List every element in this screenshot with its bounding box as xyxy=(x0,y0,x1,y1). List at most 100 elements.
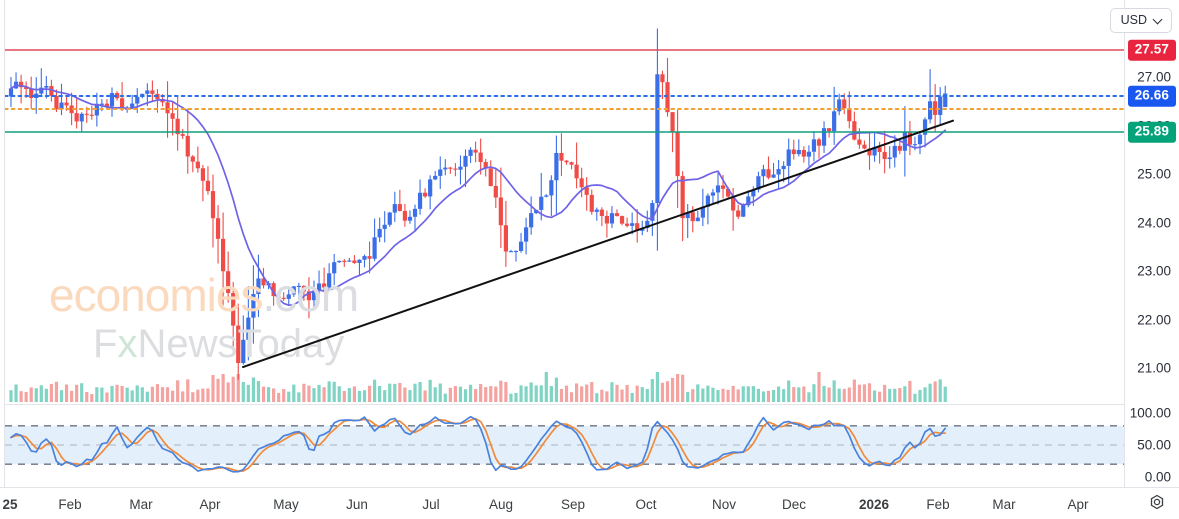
candle-body xyxy=(902,132,907,151)
candle-body xyxy=(746,196,751,206)
volume-bar xyxy=(847,387,851,402)
volume-bar xyxy=(70,390,74,402)
candle-body xyxy=(635,223,640,231)
moving-average-line xyxy=(10,84,947,307)
candle-body xyxy=(892,145,897,158)
volume-bar xyxy=(105,392,109,402)
candle-body xyxy=(49,85,54,96)
candle-body xyxy=(367,256,372,259)
candle-body xyxy=(544,195,549,197)
volume-bar xyxy=(453,386,457,402)
candle-body xyxy=(887,157,892,160)
volume-bar xyxy=(373,379,377,402)
candle-body xyxy=(377,228,382,238)
volume-bar xyxy=(292,384,296,402)
volume-bar xyxy=(771,390,776,402)
candle-body xyxy=(806,151,811,157)
volume-bar xyxy=(347,387,351,402)
candle-body xyxy=(579,178,584,188)
currency-selector[interactable]: USD xyxy=(1109,8,1172,33)
price-axis[interactable]: 27.0026.0025.0024.0023.0022.0021.00100.0… xyxy=(1125,0,1179,487)
candle-body xyxy=(200,168,205,181)
volume-bar xyxy=(9,390,13,402)
candle-body xyxy=(433,175,438,180)
volume-bar xyxy=(529,382,533,402)
time-tick-label: Mar xyxy=(129,497,153,512)
candle-body xyxy=(821,128,827,146)
volume-bar xyxy=(711,387,715,402)
volume-bar xyxy=(807,392,811,402)
volume-bar xyxy=(792,387,796,402)
candle-body xyxy=(387,212,392,225)
candle-body xyxy=(897,145,902,151)
candle-body xyxy=(811,139,817,152)
candle-body xyxy=(842,99,847,109)
volume-bar xyxy=(640,387,644,402)
volume-bar xyxy=(191,392,195,402)
volume-bar xyxy=(246,384,250,402)
chart-plot-area[interactable]: economies.com FxNewsToday xyxy=(4,0,1126,487)
volume-bar xyxy=(787,380,791,402)
volume-bar xyxy=(756,388,760,402)
volume-bar xyxy=(635,385,639,402)
candle-body xyxy=(700,206,705,218)
volume-bar xyxy=(171,390,175,402)
volume-bar xyxy=(484,387,488,402)
volume-bar xyxy=(357,390,362,402)
volume-bar xyxy=(468,384,473,402)
candle-body xyxy=(791,149,796,155)
volume-bar xyxy=(236,374,240,402)
candle-body xyxy=(518,241,524,251)
volume-bar xyxy=(277,392,281,402)
gear-icon[interactable] xyxy=(1147,493,1167,513)
volume-bar xyxy=(514,392,518,402)
candle-body xyxy=(650,203,655,221)
candle-body xyxy=(423,192,428,197)
candle-body xyxy=(251,294,256,318)
volume-bar xyxy=(216,378,220,402)
candle-body xyxy=(604,215,609,224)
time-tick-label: Nov xyxy=(711,497,737,512)
volume-bar xyxy=(782,389,786,402)
price-badge-pivot-upper[interactable]: 26.66 xyxy=(1127,85,1176,107)
price-badge-resistance[interactable]: 27.57 xyxy=(1127,39,1176,61)
time-tick-label: 2026 xyxy=(858,497,890,512)
volume-bar xyxy=(181,391,185,402)
volume-bar xyxy=(196,389,200,402)
candle-body xyxy=(675,131,680,177)
volume-bar xyxy=(206,388,210,402)
time-tick-label: Jul xyxy=(422,497,440,512)
candle-body xyxy=(69,105,74,114)
volume-bar xyxy=(696,384,700,402)
volume-bar xyxy=(297,392,301,402)
volume-bar xyxy=(332,381,336,402)
time-axis[interactable]: 25 Feb Mar Apr May Jun Jul Aug Sep Oct Nov Dec 2026 F… xyxy=(0,487,1179,519)
volume-bar xyxy=(645,388,649,402)
volume-bar xyxy=(337,386,341,402)
volume-bar xyxy=(620,389,624,402)
candle-body xyxy=(296,285,301,287)
candle-body xyxy=(261,278,266,286)
volume-bar xyxy=(443,393,447,402)
volume-bar xyxy=(150,386,154,402)
volume-bar xyxy=(832,380,836,402)
volume-bar xyxy=(19,391,23,402)
candle-body xyxy=(630,223,635,226)
candle-body xyxy=(221,238,226,272)
candle-body xyxy=(488,168,493,186)
volume-bar xyxy=(872,390,877,402)
candle-body xyxy=(660,74,665,83)
chart-ink-layer xyxy=(5,49,1126,405)
volume-bar xyxy=(903,386,907,402)
candle-body xyxy=(776,169,781,175)
volume-bar xyxy=(85,391,89,402)
volume-bar xyxy=(160,387,165,402)
time-tick-label: 25 xyxy=(2,497,18,512)
price-badge-support[interactable]: 25.89 xyxy=(1127,121,1176,143)
candle-body xyxy=(852,121,857,140)
volume-bar xyxy=(736,389,740,402)
candle-body xyxy=(796,150,801,155)
candle-body xyxy=(327,273,332,288)
volume-bar xyxy=(883,384,887,402)
candle-body xyxy=(599,209,604,216)
